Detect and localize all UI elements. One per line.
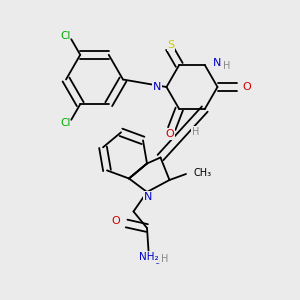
Text: N: N <box>153 82 161 92</box>
Text: O: O <box>242 82 251 92</box>
Text: H: H <box>223 61 231 71</box>
Text: Cl: Cl <box>61 118 71 128</box>
Text: CH₃: CH₃ <box>194 167 211 178</box>
Text: NH: NH <box>139 252 155 262</box>
Text: N: N <box>143 191 152 202</box>
Text: O: O <box>112 215 121 226</box>
Text: Cl: Cl <box>61 31 71 40</box>
Text: NH₂: NH₂ <box>139 252 158 262</box>
Text: ₂: ₂ <box>156 256 160 266</box>
Text: H: H <box>160 254 168 264</box>
Text: H: H <box>192 127 199 137</box>
Text: S: S <box>167 40 175 50</box>
Text: O: O <box>166 129 175 139</box>
Text: N: N <box>213 58 221 68</box>
